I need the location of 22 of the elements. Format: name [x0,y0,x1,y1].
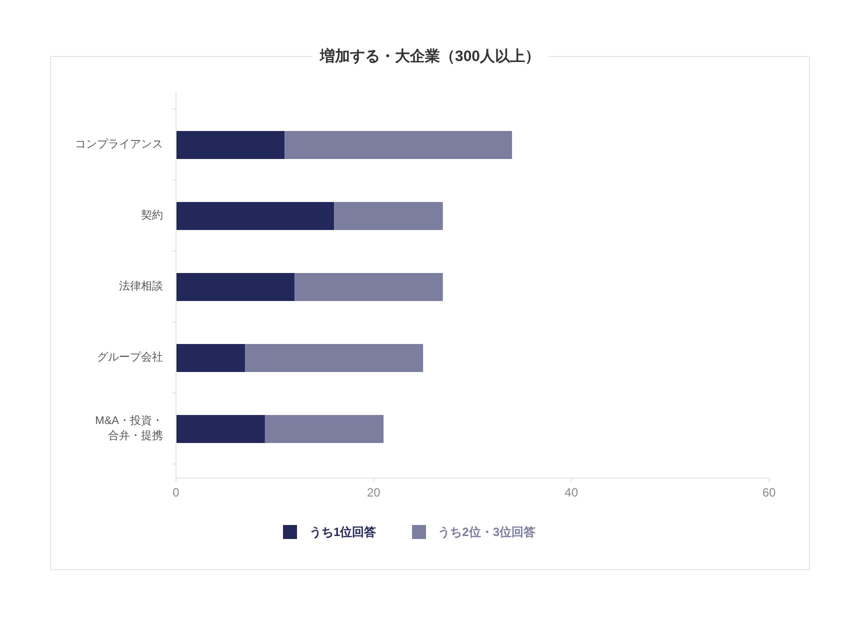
y-tick-label: 契約 [141,208,163,222]
legend-label: うち2位・3位回答 [438,524,536,540]
bar [176,131,285,159]
bar [245,344,424,372]
y-tick-label: 法律相談 [119,280,163,292]
bar [176,202,334,230]
y-tick-label: M&A・投資・合弁・提携 [95,415,163,442]
y-tick-label: グループ会社 [97,350,163,364]
bar [294,273,443,301]
x-tick-label: 40 [564,486,578,500]
bar [176,273,295,301]
x-tick-label: 0 [172,486,180,500]
bar [176,415,265,443]
x-tick-label: 20 [366,486,381,500]
bar [334,202,443,230]
y-tick-label: コンプライアンス [75,138,163,150]
bar [176,344,246,372]
x-tick-label: 60 [762,486,776,500]
legend-label: うち1位回答 [309,524,376,540]
bar [264,415,384,443]
bar [284,131,512,159]
chart-title: 増加する・大企業（300人以上） [312,48,548,65]
